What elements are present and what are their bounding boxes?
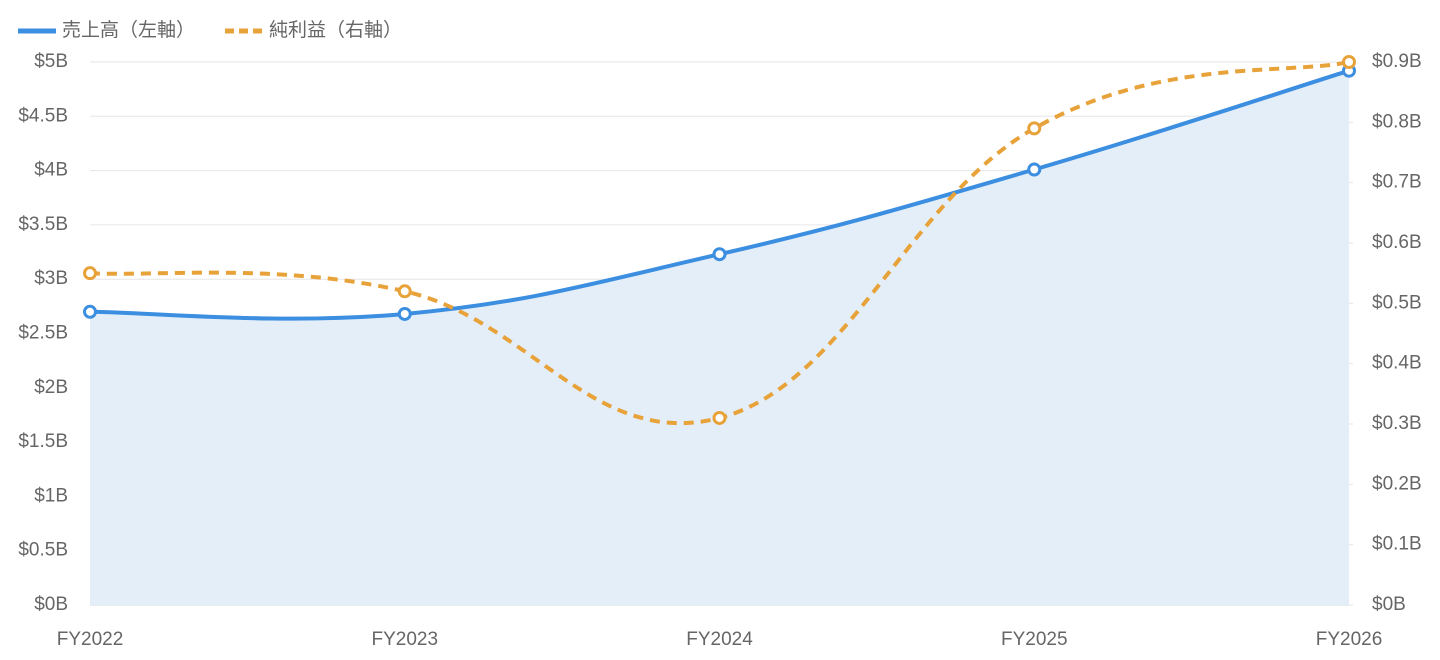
y2-tick-label: $0.2B [1372,473,1422,494]
y2-tick-label: $0.4B [1372,353,1422,374]
y2-tick-label: $0B [1372,594,1406,615]
y2-tick-label: $0.5B [1372,292,1422,313]
point [712,247,727,262]
x-tick-label: FY2022 [57,629,124,650]
legend-label: 売上高（左軸） [62,19,195,41]
y-tick-label: $4B [34,160,68,181]
y2-tick-label: $0.7B [1372,172,1422,193]
x-tick-label: FY2025 [1001,629,1068,650]
y-tick-label: $2B [34,377,68,398]
point [712,410,727,425]
y-tick-label: $4.5B [18,105,68,126]
y2-tick-label: $0.9B [1372,51,1422,72]
point [397,284,412,299]
y-tick-label: $3.5B [18,214,68,235]
y2-tick-label: $0.8B [1372,111,1422,132]
y2-tick-label: $0.1B [1372,534,1422,555]
area [90,70,1349,606]
y2-tick-label: $0.3B [1372,413,1422,434]
point [1027,121,1042,136]
y-tick-label: $3B [34,268,68,289]
x-tick-label: FY2024 [686,629,753,650]
y2-tick-label: $0.6B [1372,232,1422,253]
y-tick-label: $2.5B [18,323,68,344]
y-tick-label: $5B [34,51,68,72]
x-tick-label: FY2026 [1316,629,1383,650]
point [397,306,412,321]
point [83,304,97,319]
x-tick-label: FY2023 [371,629,438,650]
legend-label: 純利益（右軸） [269,19,402,41]
point [1342,55,1356,69]
y-tick-label: $1.5B [18,431,68,452]
point [1027,162,1042,177]
y-tick-label: $0B [34,594,68,615]
y-tick-label: $1B [34,485,68,506]
point [83,266,97,281]
y-tick-label: $0.5B [18,540,68,561]
